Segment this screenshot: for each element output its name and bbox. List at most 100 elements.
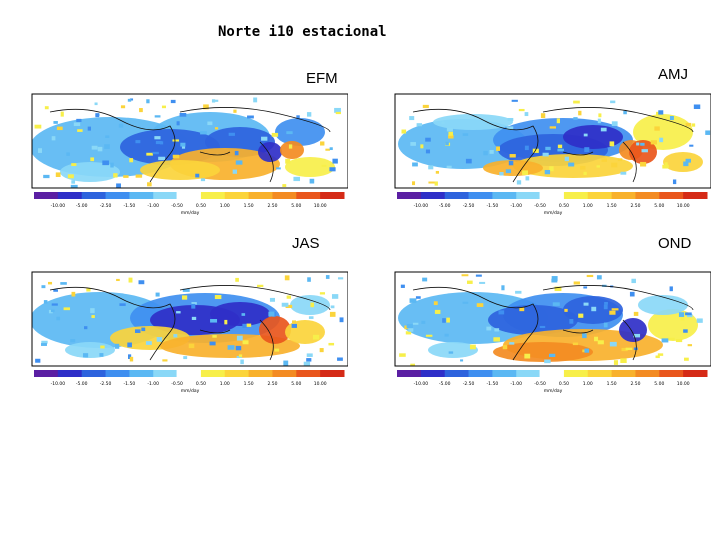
colorbar-tick-label: -5.00: [76, 203, 88, 209]
colorbar-tick-label: -0.50: [171, 203, 183, 209]
season-label-ond: OND: [658, 235, 692, 252]
colorbar-swatch: [444, 370, 470, 377]
colorbar-swatch: [659, 192, 684, 199]
colorbar-swatch: [611, 370, 636, 377]
colorbar-tick-label: 2.50: [630, 203, 640, 209]
colorbar-tick-label: 2.50: [630, 381, 640, 387]
colorbar-swatch: [420, 370, 446, 377]
colorbar-tick-label: 10.00: [314, 203, 327, 209]
anomaly-region: [258, 142, 282, 162]
season-label-amj: AMJ: [658, 66, 688, 83]
map-frame: [31, 93, 348, 189]
map-panel-ond: -10.00 -5.00 -2.50 -1.50 -1.00 -0.50 0.50 1.00 1…: [393, 270, 711, 395]
colorbar-tick-label: -0.50: [534, 381, 546, 387]
map-panel-amj: -10.00 -5.00 -2.50 -1.50 -1.00 -0.50 0.50 1.00 1…: [393, 92, 711, 217]
colorbar-tick-label: 0.50: [196, 381, 206, 387]
colorbar-tick-label: 1.50: [607, 203, 617, 209]
colorbar-tick-label: -2.50: [463, 203, 475, 209]
colorbar-tick-label: -10.00: [414, 381, 429, 387]
colorbar-swatch: [153, 192, 178, 199]
colorbar-tick-label: -10.00: [51, 203, 66, 209]
colorbar-units: mm/day: [544, 388, 563, 394]
colorbar-tick-label: 1.00: [583, 203, 593, 209]
colorbar-tick-label: -2.50: [100, 381, 112, 387]
colorbar-tick-label: -1.00: [147, 381, 159, 387]
coastline: [49, 107, 331, 183]
colorbar-swatch: [176, 191, 202, 200]
colorbar-swatch: [176, 369, 202, 378]
anomaly-region: [648, 309, 698, 341]
anomaly-region: [428, 342, 478, 358]
colorbar-swatch: [492, 192, 517, 199]
coastline: [412, 285, 694, 361]
colorbar-swatch: [272, 370, 297, 377]
colorbar-swatch: [105, 370, 130, 377]
coastline: [49, 285, 331, 361]
colorbar-tick-label: 2.50: [267, 381, 277, 387]
colorbar-swatch: [248, 192, 273, 199]
colorbar-tick-label: -0.50: [534, 203, 546, 209]
colorbar-swatch: [683, 370, 708, 377]
anomaly-region: [285, 157, 335, 177]
colorbar-swatch: [200, 370, 226, 377]
season-label-jas: JAS: [292, 235, 320, 252]
colorbar-units: mm/day: [181, 210, 200, 216]
colorbar-tick-label: 10.00: [314, 381, 327, 387]
anomaly-map: -10.00 -5.00 -2.50 -1.50 -1.00 -0.50 0.50 1.00 1…: [394, 93, 711, 216]
anomaly-map: -10.00 -5.00 -2.50 -1.50 -1.00 -0.50 0.50 1.00 1…: [31, 93, 348, 216]
colorbar-swatch: [468, 370, 493, 377]
map-frame: [31, 271, 348, 367]
colorbar-swatch: [34, 370, 59, 377]
colorbar-tick-label: 10.00: [677, 381, 690, 387]
colorbar-tick-label: 1.00: [583, 381, 593, 387]
anomaly-region: [663, 152, 703, 172]
anomaly-map: -10.00 -5.00 -2.50 -1.50 -1.00 -0.50 0.50 1.00 1…: [31, 271, 348, 394]
anomaly-region: [140, 160, 220, 180]
colorbar-tick-label: 0.50: [196, 203, 206, 209]
anomaly-region: [275, 118, 325, 146]
colorbar-tick-label: -2.50: [463, 381, 475, 387]
colorbar-swatch: [224, 370, 250, 377]
colorbar-swatch: [153, 370, 178, 377]
map-field: [395, 272, 711, 366]
colorbar-swatch: [57, 370, 83, 377]
colorbar-swatch: [563, 370, 589, 377]
anomaly-region: [65, 342, 115, 358]
colorbar-swatch: [57, 192, 83, 199]
colorbar-swatch: [635, 192, 660, 199]
colorbar-swatch: [587, 370, 613, 377]
colorbar-tick-label: 0.50: [559, 381, 569, 387]
colorbar-swatch: [516, 192, 541, 199]
colorbar-swatch: [397, 370, 422, 377]
anomaly-region: [210, 302, 270, 326]
colorbar-swatch: [296, 370, 321, 377]
colorbar-swatch: [248, 370, 273, 377]
colorbar-tick-label: -1.00: [147, 203, 159, 209]
map-field: [395, 94, 711, 188]
colorbar-swatch: [105, 192, 130, 199]
colorbar: -10.00 -5.00 -2.50 -1.50 -1.00 -0.50 0.50 1.00 1…: [397, 369, 708, 394]
colorbar-swatch: [129, 192, 154, 199]
colorbar: -10.00 -5.00 -2.50 -1.50 -1.00 -0.50 0.50 1.00 1…: [34, 369, 345, 394]
anomaly-region: [290, 295, 330, 315]
colorbar-swatch: [587, 192, 613, 199]
colorbar-tick-label: 0.50: [559, 203, 569, 209]
colorbar-swatch: [611, 192, 636, 199]
colorbar-tick-label: 1.00: [220, 203, 230, 209]
colorbar-tick-label: 1.50: [244, 381, 254, 387]
colorbar-swatch: [468, 192, 493, 199]
colorbar: -10.00 -5.00 -2.50 -1.50 -1.00 -0.50 0.50 1.00 1…: [397, 191, 708, 216]
anomaly-region: [60, 162, 120, 182]
colorbar-swatch: [635, 370, 660, 377]
colorbar-tick-label: -0.50: [171, 381, 183, 387]
colorbar-tick-label: -5.00: [76, 381, 88, 387]
anomaly-region: [488, 305, 578, 335]
anomaly-map: -10.00 -5.00 -2.50 -1.50 -1.00 -0.50 0.50 1.00 1…: [394, 271, 711, 394]
colorbar-tick-label: -5.00: [439, 381, 451, 387]
colorbar-swatch: [320, 370, 345, 377]
colorbar-tick-label: -5.00: [439, 203, 451, 209]
colorbar-tick-label: -2.50: [100, 203, 112, 209]
season-label-efm: EFM: [306, 70, 338, 87]
colorbar-swatch: [492, 370, 517, 377]
map-field: [32, 94, 348, 188]
